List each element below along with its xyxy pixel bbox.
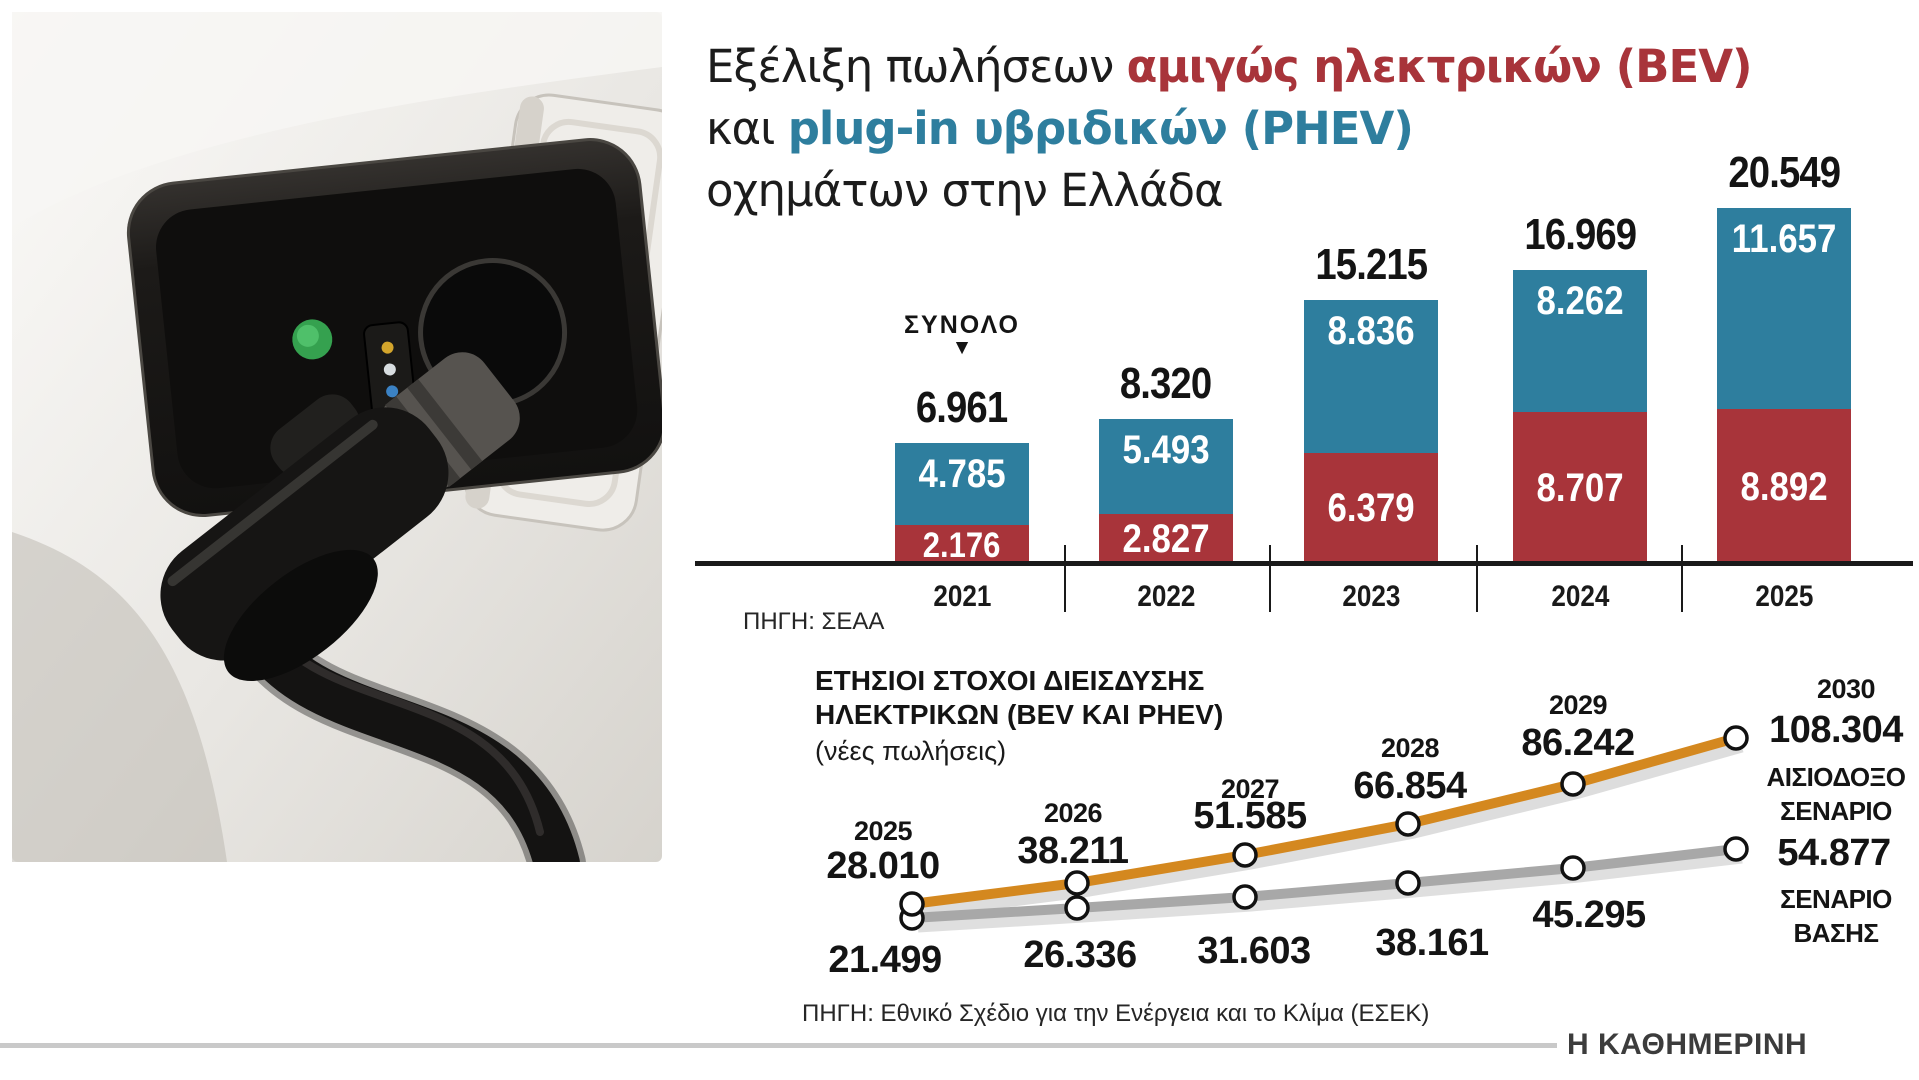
base-data-point (1560, 855, 1586, 881)
line-chart-title: ΕΤΗΣΙΟΙ ΣΤΟΧΟΙ ΔΙΕΙΣΔΥΣΗΣ ΗΛΕΚΤΡΙΚΩΝ (BE… (815, 664, 1223, 732)
footer-rule (0, 1043, 1557, 1048)
bar-segment-bev (1717, 409, 1851, 563)
legend-optimistic-label: ΑΙΣΙΟΔΟΞΟ (1766, 762, 1905, 792)
photo-ev-charging (12, 12, 662, 862)
x-axis (695, 561, 1913, 566)
bar-segment-phev (1099, 419, 1233, 515)
bar-value-phev: 8.262 (1536, 278, 1624, 323)
optimistic-data-point (1395, 811, 1421, 837)
bar-segment-bev (1099, 514, 1233, 563)
base-value-label: 31.603 (1197, 930, 1310, 972)
line-year-label: 2027 (1221, 774, 1279, 804)
bar-segment-phev (1304, 299, 1438, 453)
title-part3: οχημάτων στην Ελλάδα (706, 164, 1224, 217)
bar-value-phev: 4.785 (918, 451, 1006, 496)
optimistic-value-label: 108.304 (1769, 709, 1903, 751)
base-data-point (1064, 895, 1090, 921)
base-value-label: 26.336 (1023, 934, 1136, 976)
optimistic-value-label: 51.585 (1193, 795, 1307, 837)
bar-value-bev: 8.707 (1536, 466, 1624, 511)
line-chart-source: ΠΗΓΗ: Εθνικό Σχέδιο για την Ενέργεια και… (802, 1000, 1430, 1027)
line-year-label: 2029 (1549, 690, 1608, 720)
base-value-label: 54.877 (1777, 832, 1890, 874)
optimistic-data-point (1723, 725, 1749, 751)
legend-optimistic-label: ΣΕΝΑΡΙΟ (1780, 796, 1892, 826)
bar-value-bev: 8.892 (1740, 464, 1828, 509)
line-year-label: 2028 (1381, 733, 1440, 763)
base-data-point (1723, 836, 1749, 862)
bar-total-label: 6.961 (916, 382, 1008, 432)
x-axis-tick (1269, 545, 1271, 612)
x-axis-tick (1681, 545, 1683, 612)
total-annotation: ΣΥΝΟΛΟ (904, 311, 1020, 339)
x-axis-label: 2024 (1550, 580, 1610, 613)
title-phev: plug-in υβριδικών (PHEV) (787, 102, 1414, 155)
base-value-label: 45.295 (1532, 894, 1646, 936)
bar-value-bev: 2.827 (1122, 516, 1210, 561)
status-led-glow (296, 324, 319, 347)
page-title: Εξέλιξη πωλήσεων αμιγώς ηλεκτρικών (BEV)… (706, 36, 1906, 222)
plug-body (160, 407, 449, 661)
line-chart-title-line2: ΗΛΕΚΤΡΙΚΩΝ (BEV ΚΑΙ PHEV) (815, 699, 1224, 730)
optimistic-data-point (1232, 842, 1258, 868)
newspaper-logo: Η ΚΑΘΗΜΕΡΙΝΗ (1567, 1028, 1808, 1061)
optimistic-value-label: 28.010 (826, 845, 939, 887)
title-part1: Εξέλιξη πωλήσεων (706, 40, 1127, 93)
line-year-label: 2026 (1044, 798, 1103, 828)
optimistic-scenario-line (907, 733, 1741, 909)
bar-segment-bev (1513, 412, 1647, 563)
base-line-shadow (917, 852, 1743, 933)
optimistic-data-point (1560, 771, 1586, 797)
optimistic-line-shadow (917, 741, 1744, 919)
x-axis-label: 2023 (1341, 580, 1401, 613)
bar-segment-phev (895, 442, 1029, 526)
line-year-label: 2030 (1817, 674, 1875, 704)
base-value-label: 21.499 (828, 939, 941, 981)
car-body-shadow (12, 532, 227, 862)
bar-total-label: 8.320 (1120, 359, 1212, 409)
plug-trigger (270, 394, 360, 477)
x-axis-label: 2022 (1136, 580, 1196, 613)
title-part2: και (706, 102, 788, 155)
line-chart-title-line1: ΕΤΗΣΙΟΙ ΣΤΟΧΟΙ ΔΙΕΙΣΔΥΣΗΣ (815, 665, 1205, 696)
bar-value-phev: 5.493 (1122, 428, 1210, 473)
bar-chart-source: ΠΗΓΗ: ΣΕΑΑ (743, 608, 885, 635)
x-axis-tick (1476, 545, 1478, 612)
charging-plug (160, 352, 520, 682)
bar-value-phev: 8.836 (1327, 308, 1415, 353)
optimistic-value-label: 86.242 (1521, 722, 1634, 764)
bar-segment-bev (895, 525, 1029, 563)
line-year-label: 2025 (854, 816, 913, 846)
optimistic-value-label: 38.211 (1017, 830, 1128, 872)
optimistic-value-label: 66.854 (1353, 765, 1467, 807)
bar-total-label: 15.215 (1315, 239, 1428, 289)
bar-segment-phev (1513, 269, 1647, 413)
bar-value-phev: 11.657 (1731, 216, 1837, 261)
bar-value-bev: 6.379 (1327, 486, 1415, 531)
bar-segment-bev (1304, 452, 1438, 563)
legend-base-label: ΣΕΝΑΡΙΟ (1780, 884, 1892, 914)
x-axis-label: 2025 (1754, 580, 1814, 613)
car-body-highlight (12, 12, 662, 227)
x-axis-tick (1064, 545, 1066, 612)
legend-base-label: ΒΑΣΗΣ (1793, 918, 1878, 948)
bar-total-label: 20.549 (1728, 147, 1841, 197)
bar-chart: 4.785 2.176 6.961 2021 5.493 2.827 8.320 2022 8.… (695, 147, 1913, 620)
base-value-label: 38.161 (1375, 922, 1489, 964)
base-scenario-line (907, 844, 1741, 923)
title-bev: αμιγώς ηλεκτρικών (BEV) (1126, 40, 1753, 93)
optimistic-data-point (1064, 870, 1090, 896)
base-data-point (1232, 884, 1258, 910)
bar-total-label: 16.969 (1524, 209, 1637, 259)
base-data-point (1395, 870, 1421, 896)
down-arrow-icon: ▼ (951, 336, 973, 359)
bar-value-bev: 2.176 (923, 524, 1001, 565)
optimistic-data-point (899, 891, 925, 917)
bar-segment-phev (1717, 207, 1851, 410)
x-axis-label: 2021 (932, 580, 992, 613)
line-chart-subtitle: (νέες πωλήσεις) (815, 736, 1007, 766)
